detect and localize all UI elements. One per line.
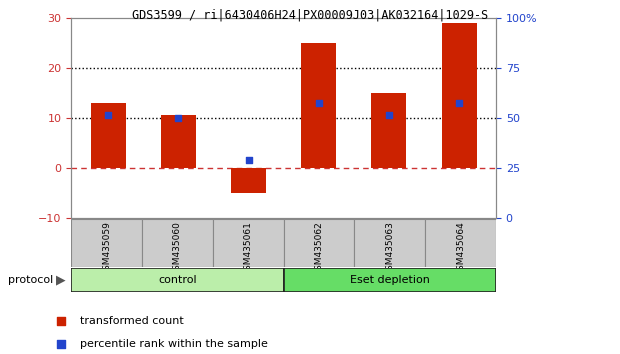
Bar [71, 268, 283, 292]
Bar [371, 93, 407, 168]
Point [103, 112, 113, 118]
Text: GSM435062: GSM435062 [314, 221, 324, 276]
Point [244, 158, 254, 163]
Point [417, 236, 427, 242]
Bar [71, 219, 142, 267]
Point [314, 100, 324, 105]
Text: transformed count: transformed count [79, 316, 184, 326]
Text: GSM435064: GSM435064 [456, 221, 465, 276]
Bar [301, 43, 336, 168]
Text: control: control [158, 275, 197, 285]
Point [384, 112, 394, 118]
Bar [441, 23, 477, 168]
Text: Eset depletion: Eset depletion [350, 275, 430, 285]
Bar [355, 219, 425, 267]
Point [454, 100, 464, 105]
Text: GDS3599 / ri|6430406H24|PX00009J03|AK032164|1029-S: GDS3599 / ri|6430406H24|PX00009J03|AK032… [132, 9, 488, 22]
Text: GSM435059: GSM435059 [102, 221, 111, 276]
Bar [213, 219, 283, 267]
Text: protocol: protocol [8, 275, 53, 285]
Bar [283, 219, 355, 267]
Text: GSM435060: GSM435060 [173, 221, 182, 276]
Point [417, 27, 427, 33]
Bar [425, 219, 496, 267]
Point [174, 115, 184, 120]
Text: percentile rank within the sample: percentile rank within the sample [79, 339, 267, 349]
Bar [161, 115, 196, 168]
Bar [142, 219, 213, 267]
Text: GSM435061: GSM435061 [244, 221, 253, 276]
Bar [91, 103, 126, 168]
Bar [231, 168, 266, 193]
Bar [283, 268, 496, 292]
Text: GSM435063: GSM435063 [385, 221, 394, 276]
Text: ▶: ▶ [56, 274, 66, 287]
